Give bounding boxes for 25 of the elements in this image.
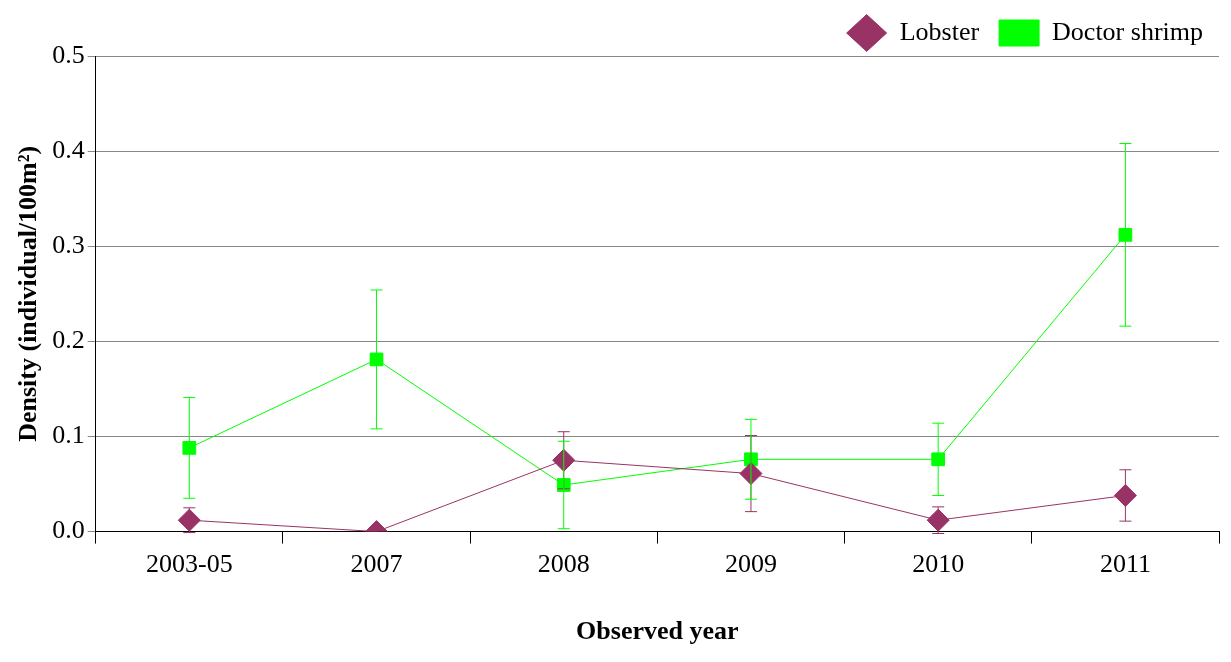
- x-tick-label: 2003-05: [145, 549, 233, 579]
- y-tick-label: 0.5: [52, 39, 85, 69]
- y-axis-title: Density (individual/100m²): [13, 145, 43, 442]
- x-tick-label: 2010: [912, 549, 965, 579]
- point: [182, 441, 197, 455]
- x-tick-label: 2009: [724, 549, 777, 579]
- y-tick-label: 0.2: [52, 325, 85, 355]
- point: [931, 452, 946, 467]
- point: [1113, 483, 1137, 507]
- point: [1118, 227, 1133, 242]
- legend-label: Lobster: [899, 16, 980, 46]
- y-tick-label: 0.0: [52, 515, 85, 545]
- legend-label: Doctor shrimp: [1052, 16, 1203, 46]
- point: [556, 478, 571, 492]
- x-axis-title: Observed year: [576, 616, 739, 646]
- point: [926, 508, 950, 532]
- point: [369, 352, 384, 367]
- point: [177, 508, 201, 532]
- x-tick-label: 2011: [1099, 549, 1151, 579]
- x-tick-label: 2007: [350, 549, 403, 579]
- y-tick-label: 0.4: [52, 134, 85, 164]
- point: [552, 448, 576, 472]
- y-tick-label: 0.3: [52, 230, 85, 260]
- y-tick-label: 0.1: [52, 420, 85, 450]
- x-tick-label: 2008: [537, 549, 590, 579]
